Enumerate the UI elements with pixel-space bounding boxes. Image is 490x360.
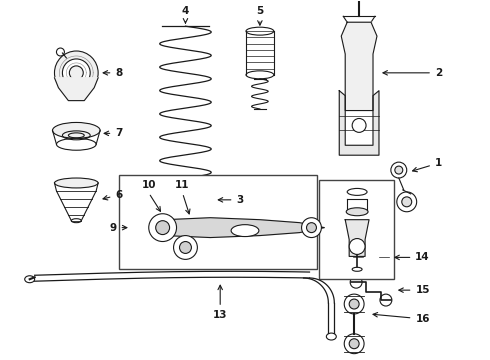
- Circle shape: [344, 334, 364, 354]
- Text: 11: 11: [175, 180, 190, 190]
- Ellipse shape: [24, 276, 35, 283]
- Circle shape: [156, 221, 170, 235]
- Ellipse shape: [52, 122, 100, 138]
- Circle shape: [349, 299, 359, 309]
- Circle shape: [352, 118, 366, 132]
- Circle shape: [363, 249, 379, 265]
- Circle shape: [349, 239, 365, 255]
- Text: 9: 9: [109, 222, 127, 233]
- Ellipse shape: [246, 27, 274, 35]
- Circle shape: [344, 294, 364, 314]
- FancyBboxPatch shape: [350, 243, 392, 272]
- Text: 13: 13: [213, 285, 227, 320]
- Circle shape: [54, 51, 98, 95]
- Circle shape: [397, 192, 416, 212]
- Polygon shape: [339, 91, 379, 155]
- Ellipse shape: [72, 219, 81, 223]
- Ellipse shape: [56, 138, 96, 150]
- Text: 15: 15: [399, 285, 430, 295]
- Text: 5: 5: [256, 6, 264, 25]
- Circle shape: [70, 66, 83, 80]
- Text: 14: 14: [395, 252, 430, 262]
- Circle shape: [349, 339, 359, 349]
- Ellipse shape: [347, 188, 367, 195]
- Ellipse shape: [231, 225, 259, 237]
- Circle shape: [380, 294, 392, 306]
- Text: 3: 3: [218, 195, 244, 205]
- Ellipse shape: [326, 333, 336, 340]
- Circle shape: [56, 48, 64, 56]
- Bar: [319, 180, 394, 279]
- Circle shape: [62, 59, 90, 87]
- Text: 1: 1: [413, 158, 442, 172]
- Text: 6: 6: [103, 190, 122, 200]
- Text: 7: 7: [104, 129, 122, 138]
- Polygon shape: [341, 22, 377, 111]
- Text: 4: 4: [182, 6, 189, 23]
- Text: 10: 10: [142, 180, 156, 190]
- Text: 8: 8: [103, 68, 122, 78]
- Circle shape: [395, 166, 403, 174]
- Ellipse shape: [246, 71, 274, 79]
- Bar: [119, 175, 318, 269]
- Text: 2: 2: [383, 68, 442, 78]
- Ellipse shape: [352, 267, 362, 271]
- Text: 16: 16: [373, 312, 430, 324]
- Circle shape: [301, 218, 321, 238]
- Circle shape: [173, 235, 197, 260]
- Polygon shape: [345, 220, 369, 256]
- Ellipse shape: [346, 208, 368, 216]
- Circle shape: [402, 197, 412, 207]
- Circle shape: [149, 214, 176, 242]
- Polygon shape: [54, 78, 98, 100]
- Ellipse shape: [54, 178, 98, 188]
- Circle shape: [391, 162, 407, 178]
- Circle shape: [179, 242, 192, 253]
- Circle shape: [307, 223, 317, 233]
- Polygon shape: [151, 218, 324, 238]
- Circle shape: [350, 276, 362, 288]
- Text: 12: 12: [308, 222, 323, 233]
